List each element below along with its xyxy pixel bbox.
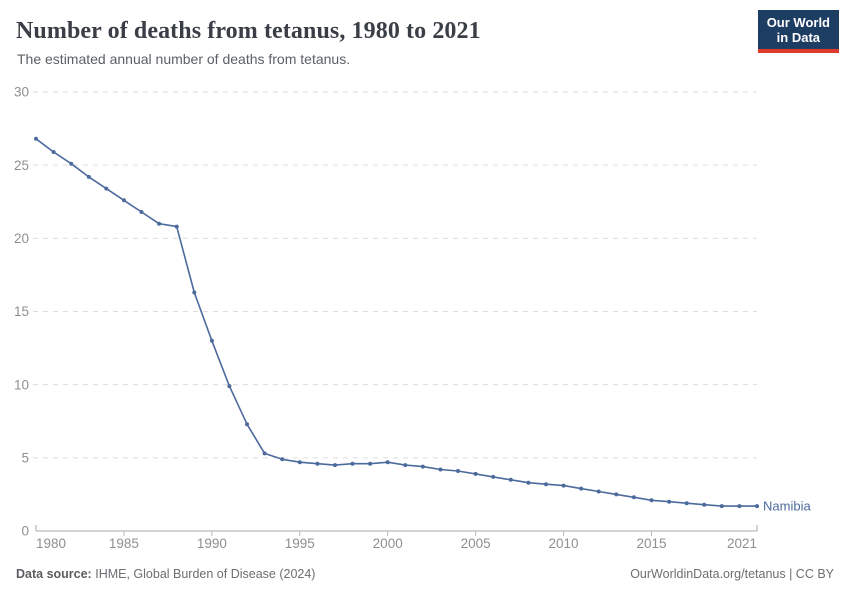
data-point[interactable] — [667, 499, 672, 504]
data-point[interactable] — [385, 460, 390, 465]
data-point[interactable] — [579, 486, 584, 491]
data-point[interactable] — [227, 384, 232, 389]
data-point[interactable] — [614, 492, 619, 497]
data-point[interactable] — [104, 186, 109, 191]
series-end-label[interactable]: Namibia — [763, 499, 811, 514]
data-point[interactable] — [702, 502, 707, 507]
data-point[interactable] — [456, 469, 460, 473]
data-point[interactable] — [209, 338, 214, 343]
x-axis-label: 1980 — [36, 536, 66, 551]
y-axis-label: 10 — [14, 377, 29, 392]
owid-logo-line1: Our World — [766, 15, 830, 30]
data-point[interactable] — [403, 463, 408, 468]
x-axis-label: 1990 — [197, 536, 227, 551]
data-point[interactable] — [157, 221, 162, 226]
page-title: Number of deaths from tetanus, 1980 to 2… — [16, 18, 481, 44]
data-point[interactable] — [526, 480, 531, 485]
data-point[interactable] — [420, 464, 425, 469]
data-point[interactable] — [737, 504, 742, 509]
data-point[interactable] — [297, 460, 302, 465]
data-point[interactable] — [121, 198, 126, 203]
x-axis-label: 2021 — [727, 536, 757, 551]
chart-footer: Data source: IHME, Global Burden of Dise… — [16, 567, 834, 581]
data-source-value: IHME, Global Burden of Disease (2024) — [95, 567, 316, 581]
x-axis-label: 1985 — [109, 536, 139, 551]
data-point[interactable] — [719, 504, 724, 509]
data-point[interactable] — [350, 461, 355, 466]
data-point[interactable] — [491, 474, 496, 479]
data-point[interactable] — [69, 161, 74, 166]
data-line[interactable] — [35, 138, 758, 507]
data-point[interactable] — [473, 471, 478, 476]
y-axis-label: 20 — [14, 231, 29, 246]
data-source-label: Data source: — [16, 567, 92, 581]
x-axis-label: 2005 — [461, 536, 491, 551]
y-axis-label: 0 — [21, 524, 29, 539]
data-point[interactable] — [755, 504, 759, 509]
data-source: Data source: IHME, Global Burden of Dise… — [16, 567, 315, 581]
owid-logo-line2: in Data — [776, 30, 821, 45]
chart-subtitle: The estimated annual number of deaths fr… — [17, 51, 351, 67]
x-axis-label: 2000 — [373, 536, 403, 551]
data-point[interactable] — [508, 477, 513, 482]
data-point[interactable] — [631, 495, 636, 500]
x-axis-label: 1995 — [285, 536, 315, 551]
data-point[interactable] — [544, 482, 548, 487]
attribution-link[interactable]: OurWorldinData.org/tetanus | CC BY — [630, 567, 834, 581]
y-axis-label: 15 — [14, 304, 29, 319]
data-point[interactable] — [438, 467, 443, 472]
data-point[interactable] — [596, 489, 601, 494]
data-point[interactable] — [245, 422, 249, 427]
data-point[interactable] — [684, 501, 689, 506]
data-point[interactable] — [192, 290, 197, 295]
y-axis-label: 5 — [21, 451, 29, 466]
x-axis-label: 2015 — [636, 536, 666, 551]
y-axis-label: 30 — [14, 85, 29, 100]
data-point[interactable] — [34, 136, 38, 141]
data-point[interactable] — [139, 210, 144, 214]
data-point[interactable] — [368, 461, 373, 466]
data-point[interactable] — [174, 224, 179, 229]
y-axis-label: 25 — [14, 158, 29, 173]
data-point[interactable] — [649, 498, 654, 503]
data-point[interactable] — [51, 150, 56, 154]
owid-logo[interactable]: Our World in Data — [757, 10, 839, 53]
data-point[interactable] — [280, 457, 285, 462]
data-point[interactable] — [86, 174, 91, 179]
data-point[interactable] — [315, 461, 320, 466]
data-point[interactable] — [333, 463, 337, 468]
data-point[interactable] — [262, 451, 267, 456]
data-point[interactable] — [561, 483, 566, 488]
x-axis-label: 2010 — [549, 536, 579, 551]
line-chart[interactable]: 0 5 10 15 20 25 30 1980 1985 1990 1995 2000 2005 2010… — [0, 80, 850, 560]
